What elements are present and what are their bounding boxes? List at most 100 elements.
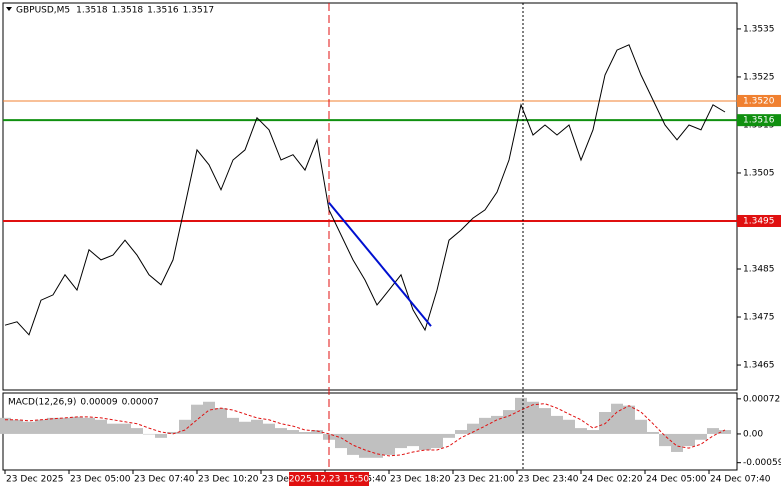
macd-bar (659, 433, 671, 447)
macd-bar (23, 421, 35, 434)
y-tick-label: 1.3535 (743, 24, 775, 34)
macd-bar (263, 423, 275, 434)
macd-bar (383, 433, 395, 455)
macd-bar (239, 421, 251, 434)
level-tag (737, 94, 781, 107)
macd-bar (347, 433, 359, 455)
macd-bar (515, 397, 527, 434)
macd-bar (203, 401, 215, 434)
macd-bar (611, 403, 623, 434)
ohlc-value: 1.3518 (112, 6, 144, 16)
x-tick-label: 23 Dec 2025 (6, 475, 64, 485)
x-tick-label: 23 Dec 23:40 (518, 475, 579, 485)
symbol-title: GBPUSD,M5 (16, 6, 70, 16)
macd-bar (191, 404, 203, 434)
ohlc-value: 1.3518 (76, 6, 108, 16)
y-tick-label: 1.3465 (743, 361, 775, 371)
macd-bar (491, 415, 503, 434)
menu-arrow[interactable] (6, 7, 12, 11)
x-tick-label: 23 Dec 18:20 (390, 475, 451, 485)
macd-readout: 0.00009 (80, 398, 117, 408)
y-tick-label: 1.3525 (743, 72, 775, 82)
y-tick-label: 1.3505 (743, 168, 775, 178)
trend-line (328, 202, 432, 327)
macd-bar (299, 431, 311, 434)
macd-bar (155, 433, 167, 438)
macd-bar (683, 433, 695, 447)
macd-bar (143, 433, 155, 435)
macd-title: MACD(12,26,9) (8, 398, 76, 408)
macd-bar (527, 401, 539, 434)
macd-bar (83, 417, 95, 434)
macd-bar (11, 419, 23, 434)
macd-signal (5, 403, 726, 457)
time-tag (289, 472, 369, 486)
macd-bar (455, 430, 467, 434)
macd-y-tick-label: -0.00059 (743, 458, 781, 468)
ohlc-value: 1.3516 (147, 6, 179, 16)
macd-bar (671, 433, 683, 452)
macd-bar (707, 428, 719, 434)
macd-bar (479, 417, 491, 434)
macd-bar (407, 433, 419, 447)
macd-bar (167, 431, 179, 434)
ohlc-value: 1.3517 (183, 6, 215, 16)
level-tag (737, 214, 781, 227)
level-label: 1.3520 (743, 96, 775, 106)
macd-bar (35, 419, 47, 434)
x-tick-label: 23 Dec 21:00 (454, 475, 515, 485)
price-panel (2, 2, 738, 391)
macd-bar (287, 430, 299, 434)
macd-bar (419, 433, 431, 451)
price-line (4, 44, 726, 336)
macd-bar (635, 419, 647, 434)
macd-bar (59, 417, 71, 434)
macd-bar (95, 419, 107, 434)
x-tick-label: 24 Dec 07:40 (710, 475, 771, 485)
macd-bar (107, 423, 119, 434)
x-tick-label: 24 Dec 05:00 (646, 475, 707, 485)
macd-bar (0, 417, 11, 434)
time-tag-label: 2025.12.23 15:50 (289, 475, 370, 485)
macd-bar (587, 430, 599, 434)
macd-bar (575, 428, 587, 434)
macd-bar (359, 433, 371, 458)
macd-bar (47, 417, 59, 434)
macd-bar (503, 410, 515, 434)
x-tick-label: 23 Dec 07:40 (134, 475, 195, 485)
macd-bar (431, 433, 443, 449)
level-label: 1.3516 (743, 116, 775, 126)
macd-bar (719, 430, 731, 434)
macd-bar (551, 415, 563, 434)
macd-bar (467, 423, 479, 434)
macd-bar (251, 419, 263, 434)
macd-bar (563, 419, 575, 434)
level-tag (737, 114, 781, 127)
macd-bar (71, 416, 83, 434)
macd-bar (599, 412, 611, 434)
x-tick-label: 23 Dec 10:20 (198, 475, 259, 485)
macd-bar (443, 433, 455, 438)
y-tick-label: 1.3475 (743, 313, 775, 323)
y-tick-label: 1.3485 (743, 265, 775, 275)
macd-bar (395, 433, 407, 449)
macd-bar (119, 423, 131, 434)
x-tick-label: 24 Dec 02:20 (582, 475, 643, 485)
macd-bar (695, 433, 707, 440)
macd-bar (275, 428, 287, 434)
macd-bar (335, 433, 347, 449)
macd-y-tick-label: 0.00072 (743, 394, 780, 404)
macd-bar (539, 408, 551, 434)
macd-y-tick-label: 0.00 (743, 429, 763, 439)
macd-bar (179, 419, 191, 434)
macd-bar (647, 431, 659, 434)
macd-bar (227, 417, 239, 434)
level-label: 1.3495 (743, 216, 775, 226)
macd-bar (623, 405, 635, 434)
macd-bar (215, 408, 227, 434)
x-tick-label: 23 Dec 05:00 (70, 475, 131, 485)
macd-readout: 0.00007 (122, 398, 159, 408)
macd-bar (131, 428, 143, 434)
